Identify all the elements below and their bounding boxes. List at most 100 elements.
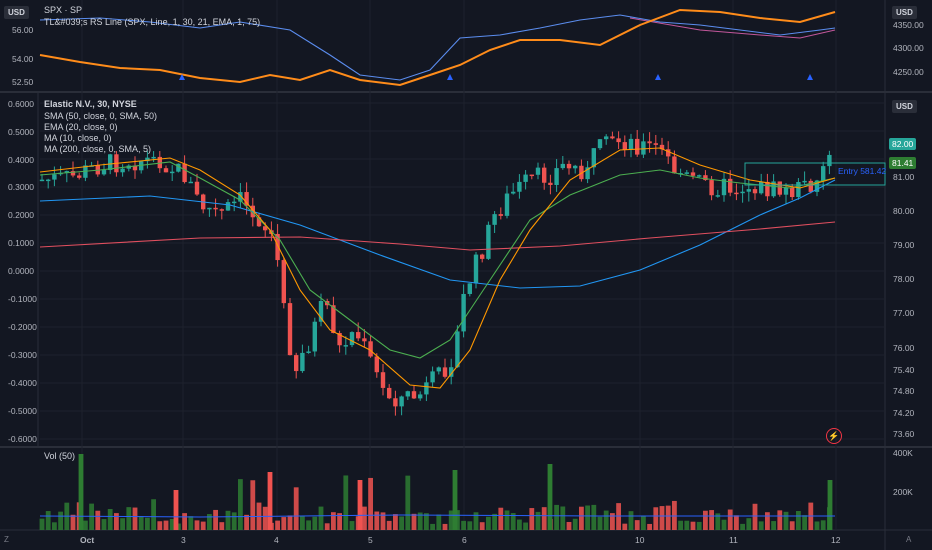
volume-bar — [411, 513, 417, 530]
candle-body — [263, 226, 268, 231]
right-tick: 77.00 — [893, 308, 915, 318]
candle-body — [449, 367, 454, 377]
left-tick: 0.6000 — [8, 99, 34, 109]
candle-body — [728, 178, 733, 193]
ma200-legend[interactable]: MA (200, close, 0, SMA, 5) — [44, 144, 152, 154]
volume-bar — [267, 472, 273, 530]
top-right-tick: 4250.00 — [893, 67, 924, 77]
volume-bar — [436, 514, 442, 530]
ma10-legend[interactable]: MA (10, close, 0) — [44, 133, 112, 143]
zoom-corner-icon[interactable]: Z — [4, 535, 9, 544]
volume-bar — [287, 515, 293, 530]
x-label: 6 — [462, 535, 467, 545]
candle-body — [275, 233, 280, 261]
candle-body — [64, 171, 69, 173]
volume-bar — [486, 516, 491, 530]
volume-bar — [721, 519, 727, 530]
volume-tick: 200K — [893, 487, 913, 497]
volume-bar — [114, 513, 119, 530]
volume-bar — [740, 523, 745, 530]
volume-bar — [225, 510, 231, 530]
candle-body — [535, 167, 541, 175]
volume-bar — [188, 516, 194, 530]
right-tick: 74.20 — [893, 408, 915, 418]
entry-label[interactable]: Entry 581.42 — [838, 166, 887, 176]
volume-bar — [173, 490, 179, 530]
candle-body — [170, 171, 175, 174]
volume-bar — [547, 464, 553, 530]
ema20-legend[interactable]: EMA (20, close, 0) — [44, 122, 118, 132]
volume-bar — [523, 522, 528, 530]
symbol-title[interactable]: Elastic N.V., 30, NYSE — [44, 99, 137, 109]
candle-body — [672, 156, 677, 174]
candle-body — [554, 168, 559, 185]
right-tick: 78.00 — [893, 274, 915, 284]
top-right-currency-badge[interactable]: USD — [892, 6, 917, 19]
volume-legend[interactable]: Vol (50) — [44, 451, 76, 461]
candle-body — [573, 165, 578, 169]
candle-body — [318, 300, 324, 322]
candle-body — [604, 136, 609, 140]
volume-bar — [554, 504, 559, 530]
volume-bar — [535, 511, 541, 530]
volume-bar — [529, 508, 535, 530]
left-tick: 0.3000 — [8, 182, 34, 192]
candle-body — [480, 254, 485, 259]
volume-bar — [597, 516, 603, 530]
rs-line-legend[interactable]: TL&#039;s RS Line (SPX, Line, 1, 30, 21,… — [44, 17, 261, 27]
volume-bar — [461, 520, 466, 530]
candle-body — [380, 372, 386, 388]
volume-bar — [827, 480, 833, 530]
candle-body — [808, 180, 813, 192]
main-currency-badge[interactable]: USD — [892, 100, 917, 113]
volume-bar — [45, 511, 51, 530]
spx-legend[interactable]: SPX · SP — [44, 5, 83, 15]
volume-bar — [653, 507, 659, 530]
top-left-currency-badge[interactable]: USD — [4, 6, 29, 19]
candle-body — [560, 163, 565, 169]
candle-body — [467, 283, 472, 294]
sma50-legend[interactable]: SMA (50, close, 0, SMA, 50) — [44, 111, 158, 121]
candle-body — [579, 165, 584, 180]
candle-body — [759, 181, 764, 194]
rs-new-high-marker — [447, 74, 453, 80]
candle-body — [610, 136, 615, 139]
volume-bar — [758, 521, 764, 530]
candle-body — [101, 170, 107, 175]
volume-bar — [200, 521, 206, 530]
top-left-tick: 56.00 — [12, 25, 34, 35]
left-tick: -0.4000 — [8, 378, 37, 388]
x-label: 4 — [274, 535, 279, 545]
auto-scale-icon[interactable]: A — [906, 535, 912, 544]
volume-bar — [52, 522, 57, 530]
flash-icon[interactable]: ⚡ — [826, 428, 842, 444]
sma50-line — [39, 179, 836, 289]
volume-bar — [659, 506, 665, 530]
volume-bar — [157, 521, 163, 530]
candle-body — [157, 156, 162, 169]
volume-bar — [452, 470, 458, 530]
candle-body — [585, 167, 590, 180]
candle-body — [783, 187, 789, 195]
volume-bar — [132, 507, 138, 530]
candle-body — [176, 163, 181, 172]
rs-new-high-marker — [807, 74, 813, 80]
candle-body — [312, 321, 317, 352]
candle-body — [740, 191, 745, 194]
volume-bar — [622, 523, 628, 530]
volume-bar — [231, 512, 237, 530]
volume-bar — [820, 520, 826, 530]
right-tick: 80.00 — [893, 206, 915, 216]
candle-body — [796, 182, 801, 198]
candle-body — [405, 391, 410, 397]
volume-bar — [442, 523, 448, 530]
candle-body — [746, 189, 751, 192]
volume-bar — [107, 509, 113, 530]
volume-bar — [479, 522, 485, 530]
volume-bar — [244, 514, 249, 530]
candle-body — [802, 180, 807, 183]
candle-body — [418, 394, 423, 399]
candle-body — [771, 181, 776, 197]
candle-body — [821, 166, 826, 181]
